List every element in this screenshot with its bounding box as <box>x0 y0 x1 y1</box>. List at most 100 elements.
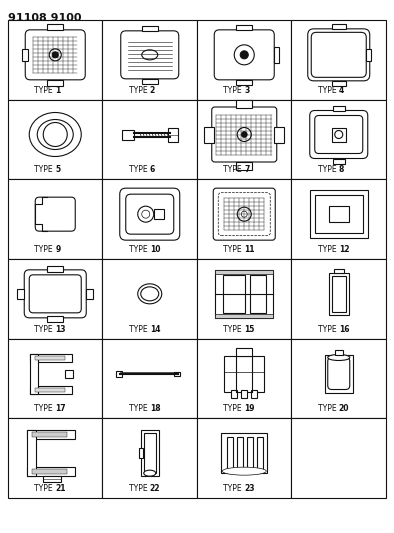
Bar <box>292 418 386 498</box>
Bar <box>334 269 344 273</box>
Text: TYPE: TYPE <box>223 245 244 254</box>
Bar <box>27 430 75 439</box>
Bar <box>204 126 214 142</box>
Bar <box>8 179 102 259</box>
Text: 10: 10 <box>150 245 160 254</box>
Text: 14: 14 <box>150 325 160 334</box>
Text: 22: 22 <box>150 484 160 493</box>
Text: 17: 17 <box>55 405 66 413</box>
Bar <box>335 350 343 354</box>
Bar <box>292 259 386 338</box>
Ellipse shape <box>138 284 162 304</box>
Bar <box>47 266 63 272</box>
Ellipse shape <box>141 287 159 301</box>
Bar <box>35 387 65 392</box>
Text: 7: 7 <box>244 165 250 174</box>
Bar <box>227 437 233 469</box>
Text: TYPE: TYPE <box>318 86 339 95</box>
Text: TYPE: TYPE <box>34 405 55 413</box>
Circle shape <box>237 207 251 221</box>
Bar <box>144 433 156 473</box>
Text: TYPE: TYPE <box>223 405 244 413</box>
Text: TYPE: TYPE <box>318 245 339 254</box>
Bar <box>329 273 349 315</box>
Bar <box>250 275 266 313</box>
Text: 13: 13 <box>55 325 66 334</box>
Bar <box>122 130 134 140</box>
Bar <box>274 47 279 63</box>
Text: TYPE: TYPE <box>34 484 55 493</box>
Bar <box>366 49 371 61</box>
Text: 16: 16 <box>339 325 349 334</box>
Text: 23: 23 <box>244 484 255 493</box>
Bar <box>102 179 197 259</box>
Circle shape <box>234 45 254 65</box>
Bar <box>47 80 63 86</box>
Bar <box>292 20 386 100</box>
Text: TYPE: TYPE <box>34 245 55 254</box>
Bar <box>332 276 346 312</box>
Bar <box>332 127 346 141</box>
Text: 1: 1 <box>55 86 61 95</box>
Bar <box>292 100 386 179</box>
Bar <box>197 179 292 259</box>
Text: 21: 21 <box>55 484 66 493</box>
Bar <box>139 448 143 458</box>
Bar <box>65 369 73 377</box>
Bar <box>197 100 292 179</box>
Circle shape <box>240 51 248 59</box>
Bar <box>329 206 349 222</box>
Bar <box>102 259 197 338</box>
Text: TYPE: TYPE <box>129 405 150 413</box>
Bar <box>86 289 93 299</box>
Bar <box>43 476 61 482</box>
Bar <box>236 25 252 30</box>
Circle shape <box>241 132 247 138</box>
Bar <box>332 24 346 29</box>
Bar <box>8 259 102 338</box>
Bar <box>221 433 267 473</box>
Text: 9: 9 <box>55 245 61 254</box>
Bar <box>251 390 257 398</box>
Bar <box>142 79 158 84</box>
Text: 19: 19 <box>244 405 255 413</box>
Bar <box>27 467 75 476</box>
Bar <box>236 161 252 169</box>
Bar <box>236 80 252 85</box>
Ellipse shape <box>222 467 266 475</box>
Circle shape <box>49 49 61 61</box>
Text: TYPE: TYPE <box>34 86 55 95</box>
Bar <box>17 289 24 299</box>
Ellipse shape <box>142 50 158 60</box>
Bar <box>215 270 273 274</box>
Bar <box>236 348 252 356</box>
Circle shape <box>241 211 247 217</box>
Text: TYPE: TYPE <box>318 165 339 174</box>
Bar <box>27 430 36 476</box>
Bar <box>102 338 197 418</box>
Bar <box>315 195 363 233</box>
Bar <box>247 437 253 469</box>
Text: 15: 15 <box>244 325 255 334</box>
Bar <box>325 354 353 392</box>
Text: 20: 20 <box>339 405 349 413</box>
Text: 18: 18 <box>150 405 160 413</box>
Bar <box>30 353 72 361</box>
Text: TYPE: TYPE <box>34 165 55 174</box>
Bar <box>22 49 28 61</box>
Bar <box>32 432 67 437</box>
Bar <box>142 26 158 31</box>
Text: 3: 3 <box>244 86 249 95</box>
Bar <box>197 418 292 498</box>
Bar <box>174 372 180 376</box>
Circle shape <box>335 131 343 139</box>
Text: 6: 6 <box>150 165 155 174</box>
Bar <box>8 418 102 498</box>
Circle shape <box>52 52 58 58</box>
Bar <box>215 270 273 318</box>
Bar <box>8 100 102 179</box>
Bar <box>197 338 292 418</box>
Text: 2: 2 <box>150 86 155 95</box>
Text: TYPE: TYPE <box>223 165 244 174</box>
Bar <box>215 314 273 318</box>
